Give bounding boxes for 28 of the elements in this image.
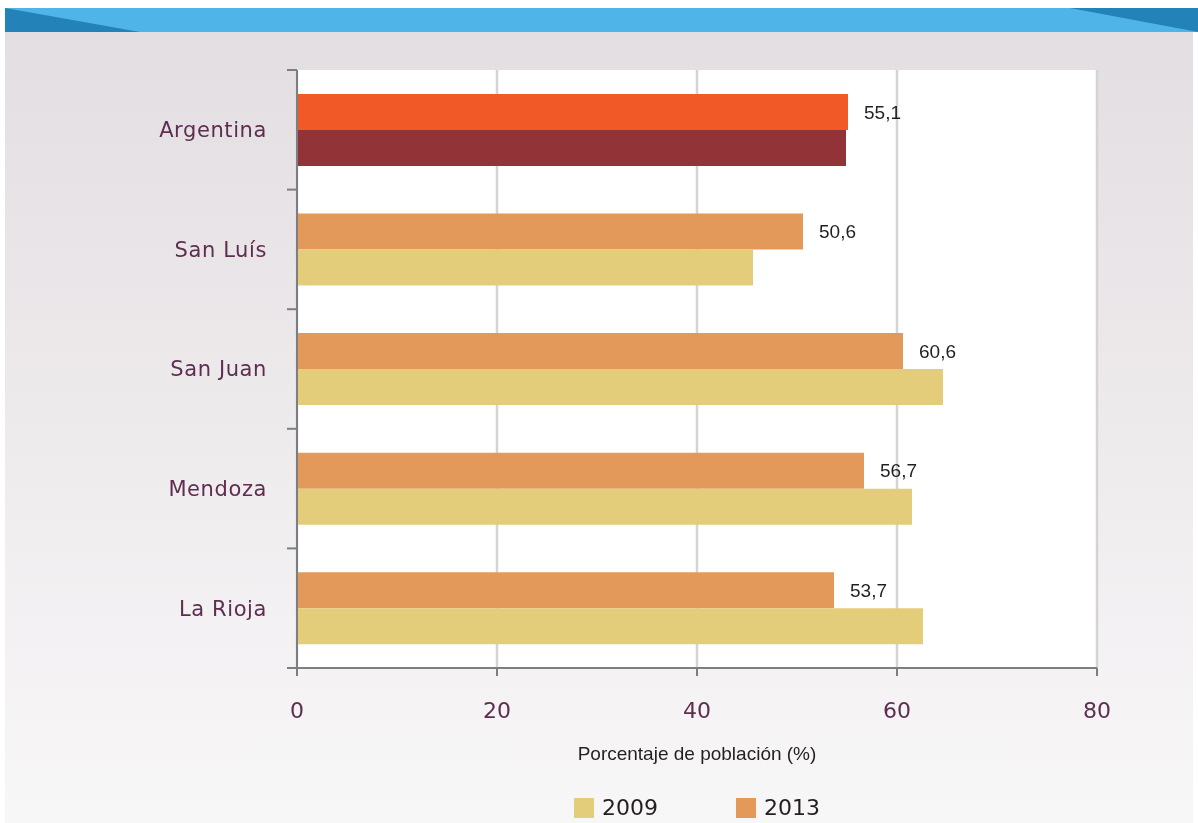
data-label: 55,1	[864, 101, 901, 123]
data-label: 56,7	[880, 460, 917, 482]
bar	[297, 249, 753, 286]
data-label: 53,7	[850, 580, 887, 602]
y-tick-label: Argentina	[159, 118, 267, 143]
data-label: 60,6	[919, 340, 956, 362]
legend-label: 2009	[602, 795, 658, 820]
x-tick-label: 60	[883, 697, 911, 723]
bar	[297, 129, 846, 166]
bar	[297, 93, 848, 130]
bar	[297, 369, 943, 406]
x-tick-label: 20	[483, 697, 511, 723]
bar	[297, 452, 864, 489]
bar	[297, 213, 803, 250]
bar	[297, 488, 912, 525]
data-label: 50,6	[819, 221, 856, 243]
bar	[297, 333, 903, 370]
y-tick-label: San Juan	[170, 357, 267, 382]
y-tick-label: La Rioja	[178, 596, 267, 621]
x-tick-label: 80	[1083, 697, 1111, 723]
x-tick-label: 0	[290, 697, 304, 723]
bar	[297, 572, 834, 609]
y-tick-label: Mendoza	[168, 476, 267, 501]
bar	[297, 608, 923, 645]
x-axis-title: Porcentaje de población (%)	[576, 743, 818, 765]
x-tick-label: 40	[683, 697, 711, 723]
y-tick-label: San Luís	[174, 237, 267, 262]
legend-label: 2013	[764, 795, 820, 820]
